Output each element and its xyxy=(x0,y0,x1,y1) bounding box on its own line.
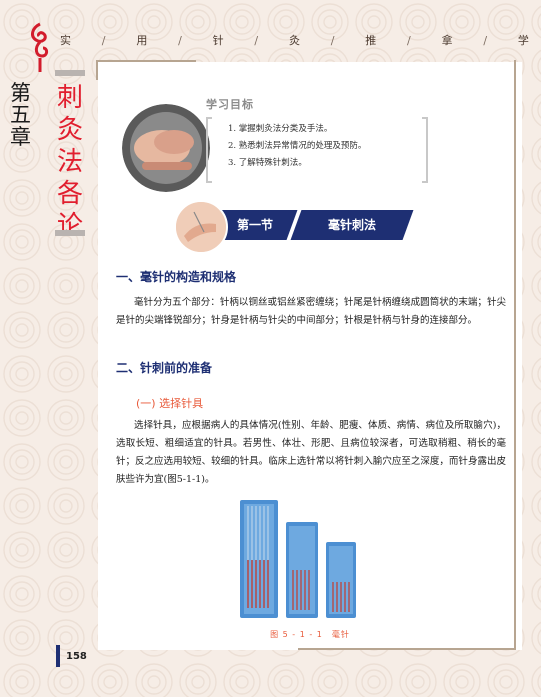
chapter-number: 第五章 xyxy=(10,81,31,149)
goal-item: 2. 熟悉刺法异常情况的处理及预防。 xyxy=(228,141,367,151)
paragraph: 选择针具，应根据病人的具体情况(性别、年龄、肥瘦、体质、病情、病位及所取腧穴)，… xyxy=(116,420,506,485)
header-char: 灸 xyxy=(288,34,301,47)
section-banner: 第一节 毫针刺法 xyxy=(174,200,414,254)
header-separator: / xyxy=(330,33,336,47)
bracket-bottom xyxy=(55,230,85,236)
cloud-ornament-icon xyxy=(31,22,49,72)
header-separator: / xyxy=(254,33,260,47)
frame-line xyxy=(96,60,98,80)
page-number-bar xyxy=(56,645,60,667)
content-panel: 学习目标 1. 掌握刺灸法分类及手法。 2. 熟悉刺法异常情况的处理及预防。 3… xyxy=(96,60,522,650)
bracket-left xyxy=(206,117,212,183)
page-number: 158 xyxy=(66,651,87,662)
massage-hands-photo xyxy=(122,104,210,192)
header-separator: / xyxy=(483,33,489,47)
section-number: 第一节 xyxy=(236,218,273,232)
header-separator: / xyxy=(101,33,107,47)
header-char: 学 xyxy=(517,34,530,47)
header-char: 用 xyxy=(136,34,149,47)
bracket-top xyxy=(55,70,85,76)
frame-line xyxy=(96,60,196,62)
bracket-right xyxy=(422,117,428,183)
book-header: 实 / 用 / 针 / 灸 / 推 / 拿 / 学 xyxy=(60,30,530,50)
heading-choose-needle: (一) 选择针具 xyxy=(136,397,204,410)
goal-brackets xyxy=(206,117,430,183)
paragraph: 毫针分为五个部分：针柄以铜丝或铝丝紧密缠绕；针尾是针柄缠绕成圆筒状的末端；针尖是… xyxy=(116,297,506,326)
figure-caption: 图 5 - 1 - 1 毫针 xyxy=(270,630,350,639)
heading-preparation: 二、针刺前的准备 xyxy=(116,361,213,375)
header-separator: / xyxy=(178,33,183,47)
heading-structure: 一、毫针的构造和规格 xyxy=(116,270,237,284)
chapter-title: 刺灸法各论 xyxy=(56,83,83,241)
header-separator: / xyxy=(407,33,412,47)
header-char: 针 xyxy=(212,34,225,47)
learning-goals-list: 1. 掌握刺灸法分类及手法。 2. 熟悉刺法异常情况的处理及预防。 3. 了解特… xyxy=(228,121,428,172)
frame-line xyxy=(514,60,516,650)
header-char: 推 xyxy=(365,34,378,47)
goal-item: 3. 了解特殊针刺法。 xyxy=(228,158,307,168)
needle-packages-photo xyxy=(240,500,356,618)
frame-line xyxy=(298,648,516,650)
chapter-title-block: 刺灸法各论 xyxy=(48,70,96,241)
section-title: 毫针刺法 xyxy=(327,218,376,232)
header-char: 拿 xyxy=(441,34,454,47)
header-char: 实 xyxy=(60,34,72,47)
acupuncture-hand-icon xyxy=(174,200,228,254)
goal-item: 1. 掌握刺灸法分类及手法。 xyxy=(228,124,333,134)
learning-goals-label: 学习目标 xyxy=(206,98,254,111)
